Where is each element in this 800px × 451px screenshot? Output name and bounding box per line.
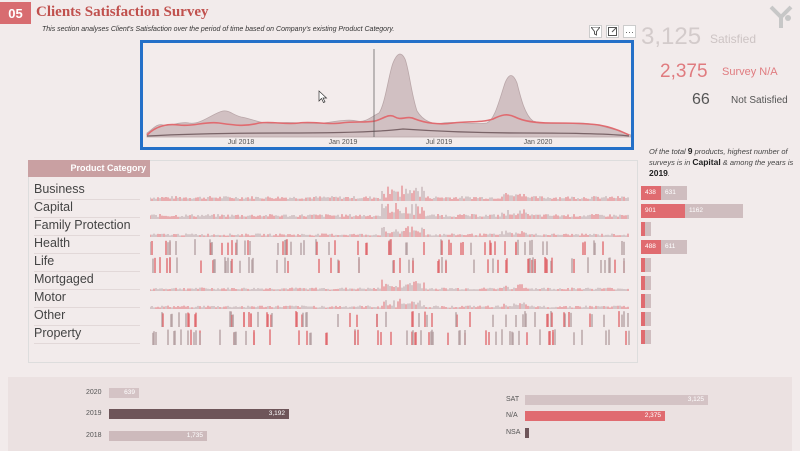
category-bar-secondary[interactable] <box>645 294 651 308</box>
dark-line-series <box>146 128 630 137</box>
category-bar-secondary[interactable]: 1162 <box>685 204 743 218</box>
category-sparkline <box>152 329 630 345</box>
year-label: 2019 <box>86 410 102 417</box>
kpi-satisfied-value: 3,125 <box>641 23 702 50</box>
product-category-panel <box>28 160 638 363</box>
page-subtitle: This section analyses Client's Satisfact… <box>42 26 395 33</box>
satisfaction-timeline-chart[interactable]: Jul 2018 Jan 2019 Jul 2019 Jan 2020 <box>140 40 634 150</box>
focus-mode-icon[interactable] <box>606 25 619 38</box>
category-item[interactable]: Other <box>34 308 140 326</box>
grey-area-series <box>146 53 632 138</box>
category-bar-primary[interactable] <box>641 222 645 236</box>
year-bar[interactable]: 3,192 <box>109 409 289 419</box>
status-label: N/A <box>506 412 518 419</box>
category-item[interactable]: Business <box>34 182 140 200</box>
category-bar-primary[interactable]: 901 <box>641 204 685 218</box>
red-line-series <box>146 114 630 136</box>
page-title: Clients Satisfaction Survey <box>36 4 209 20</box>
category-item[interactable]: Health <box>34 236 140 254</box>
product-category-header: Product Category <box>28 160 150 177</box>
kpi-survey-na-value: 2,375 <box>660 61 708 82</box>
category-sparkline <box>150 185 629 201</box>
kpi-not-satisfied-value: 66 <box>692 91 710 108</box>
category-bar-secondary[interactable] <box>645 222 651 236</box>
category-sparkline <box>150 279 629 291</box>
x-tick-label: Jul 2018 <box>228 139 255 146</box>
category-sparkline <box>150 203 629 219</box>
status-label: SAT <box>506 396 520 403</box>
category-bar-primary[interactable] <box>641 276 645 290</box>
kpi-satisfied-label: Satisfied <box>710 32 757 46</box>
status-label: NSA <box>506 429 521 436</box>
summary-text: Of the total 9 products, highest number … <box>649 146 794 178</box>
category-bar-primary[interactable]: 488 <box>641 240 661 254</box>
category-item[interactable]: Family Protection <box>34 218 140 236</box>
year-bar[interactable]: 1,735 <box>109 431 207 441</box>
section-number-badge: 05 <box>0 2 31 24</box>
status-bar[interactable] <box>525 428 529 438</box>
category-bar-primary[interactable] <box>641 330 645 344</box>
category-bar-primary[interactable] <box>641 294 645 308</box>
kpi-not-satisfied-label: Not Satisfied <box>731 95 788 106</box>
category-item[interactable]: Capital <box>34 200 140 218</box>
category-bar-primary[interactable] <box>641 258 645 272</box>
x-tick-label: Jul 2019 <box>426 139 453 146</box>
category-bar-secondary[interactable] <box>645 330 651 344</box>
more-options-icon[interactable]: ··· <box>623 25 636 38</box>
status-bar[interactable]: 2,375 <box>525 411 665 421</box>
x-tick-label: Jan 2020 <box>524 139 553 146</box>
category-sparkline <box>150 226 629 237</box>
year-label: 2020 <box>86 389 102 396</box>
category-sparkline <box>150 298 629 309</box>
category-bar-secondary[interactable]: 631 <box>661 186 687 200</box>
category-bar-secondary[interactable] <box>645 276 651 290</box>
year-bar[interactable]: 639 <box>109 388 139 398</box>
category-sparkline <box>161 311 629 327</box>
x-tick-label: Jan 2019 <box>329 139 358 146</box>
category-bar-secondary[interactable]: 611 <box>661 240 687 254</box>
status-bar[interactable]: 3,125 <box>525 395 708 405</box>
category-bar-secondary[interactable] <box>645 312 651 326</box>
filter-icon[interactable] <box>589 25 602 38</box>
category-item[interactable]: Property <box>34 326 140 344</box>
category-sparkline <box>152 257 625 273</box>
category-bar-primary[interactable] <box>641 312 645 326</box>
category-bar-primary[interactable]: 438 <box>641 186 661 200</box>
category-sparkline <box>150 239 625 255</box>
category-item[interactable]: Life <box>34 254 140 272</box>
visual-toolbar: ··· <box>589 25 636 38</box>
company-logo-icon <box>769 5 793 28</box>
category-item[interactable]: Mortgaged <box>34 272 140 290</box>
year-label: 2018 <box>86 432 102 439</box>
kpi-survey-na-label: Survey N/A <box>722 66 778 78</box>
category-bar-secondary[interactable] <box>645 258 651 272</box>
category-item[interactable]: Motor <box>34 290 140 308</box>
mouse-pointer-icon <box>318 90 328 103</box>
